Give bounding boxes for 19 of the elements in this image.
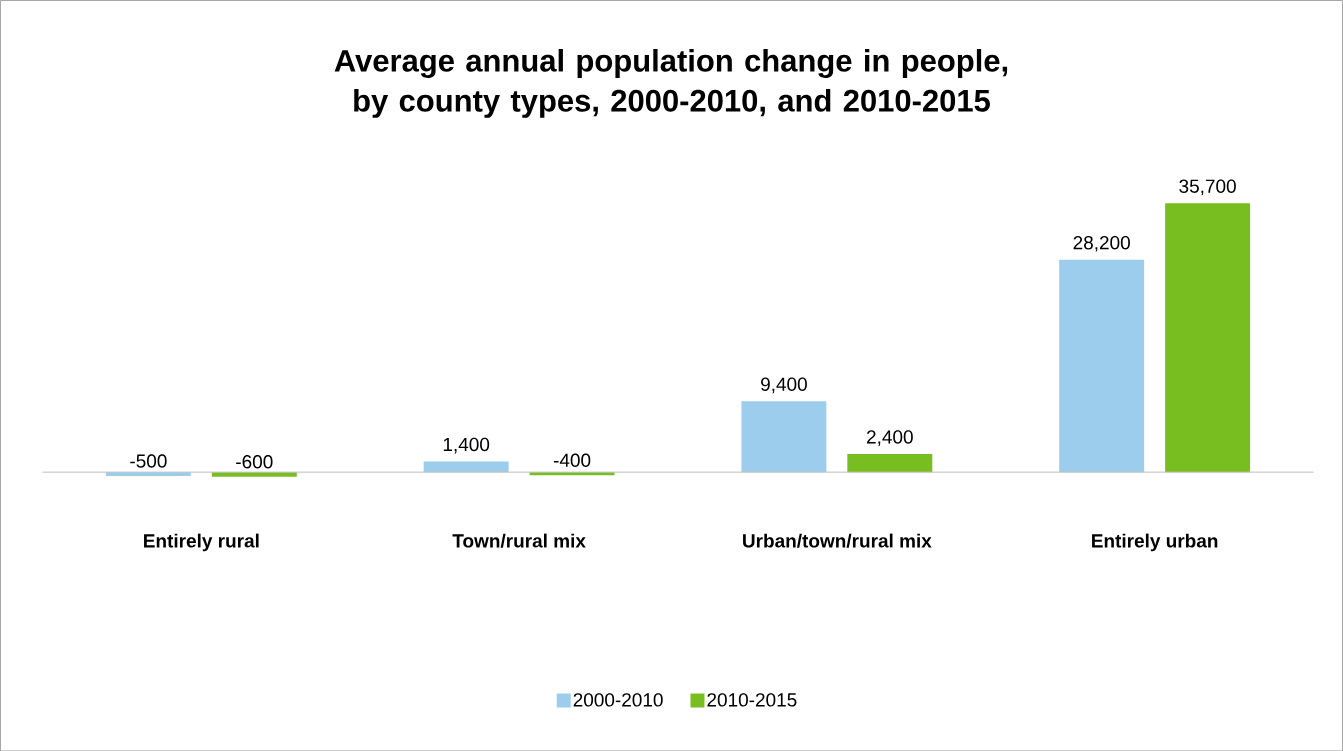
data-label: -400 xyxy=(553,453,591,467)
data-label: 9,400 xyxy=(761,377,807,393)
data-label: 35,700 xyxy=(1179,179,1236,195)
x-tick-label: Urban/town/rural mix xyxy=(743,533,932,548)
legend-label: 2010-2015 xyxy=(707,692,797,707)
x-tick-label: Town/rural mix xyxy=(452,533,586,548)
bar xyxy=(847,453,933,472)
data-label: 2,400 xyxy=(867,429,913,446)
x-tick-label: Entirely urban xyxy=(1092,533,1218,552)
bar xyxy=(741,401,827,472)
x-tick-label: Entirely rural xyxy=(144,533,259,552)
data-label: -500 xyxy=(130,454,167,468)
bar xyxy=(1165,203,1251,472)
data-label: 1,400 xyxy=(443,437,490,454)
data-label: -600 xyxy=(236,454,273,469)
chart-title: Average annual population change in people, by county types, 2000-2010, and 2010-2015 xyxy=(334,48,1008,118)
data-label: 28,200 xyxy=(1073,235,1130,252)
legend-label: 2000-2010 xyxy=(573,692,663,707)
bar xyxy=(1059,259,1145,472)
